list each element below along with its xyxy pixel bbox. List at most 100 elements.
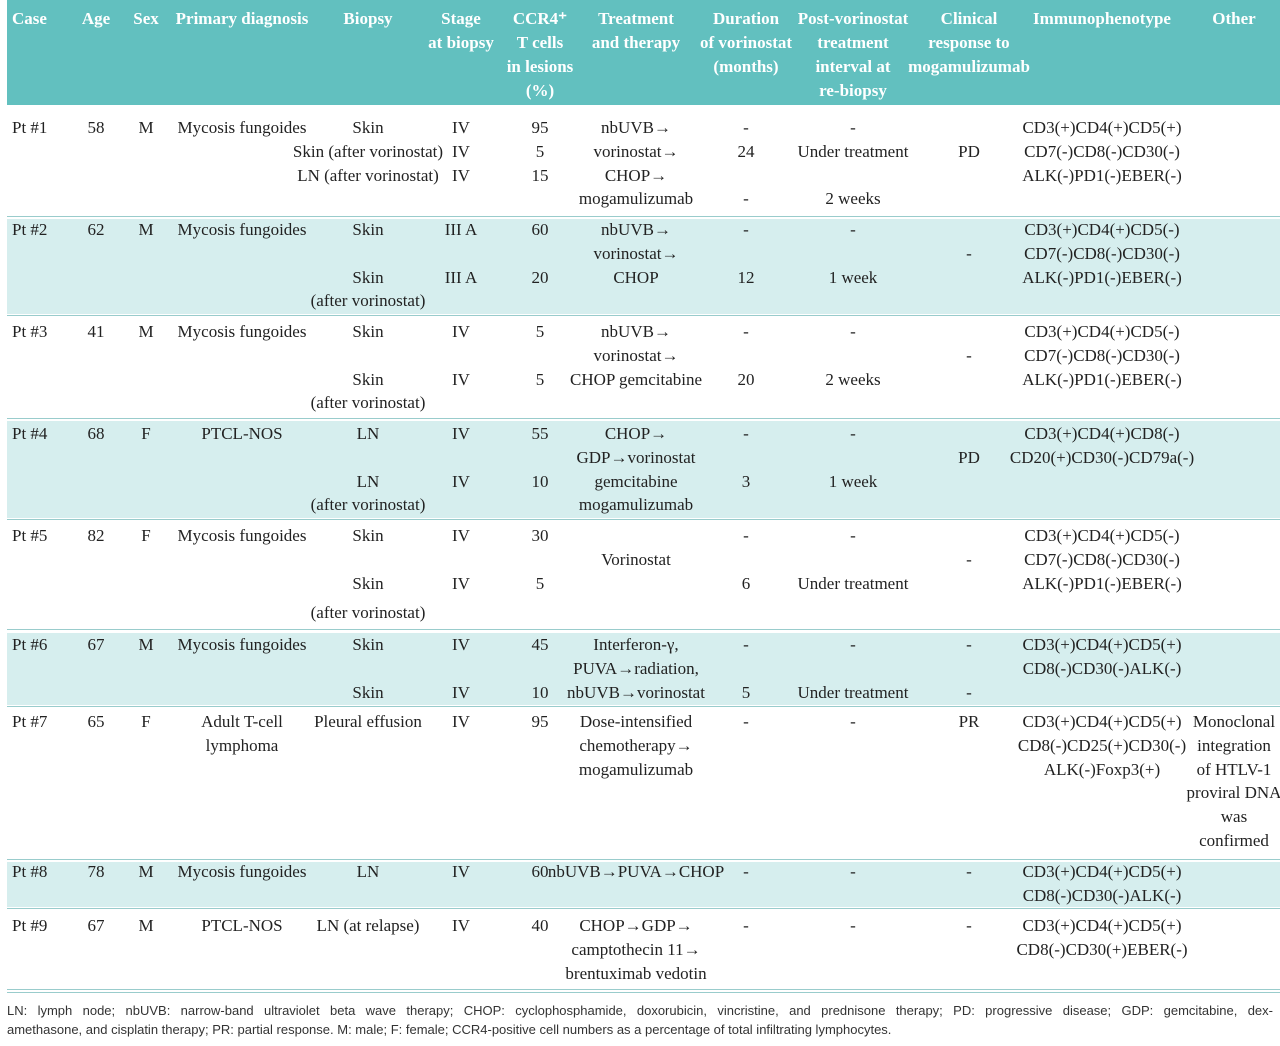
ccr4-cell: 10 xyxy=(531,471,549,491)
sex-cell: M xyxy=(138,220,154,239)
treatment-cell: mogamulizumab xyxy=(578,759,694,779)
header-cell: response to xyxy=(928,33,1010,52)
treatment-cell: mogamulizumab xyxy=(578,189,694,209)
immunophenotype-cell: CD3(+)CD4(+)CD5(+) xyxy=(1022,118,1182,137)
treatment-cell: GDP→vorinostat xyxy=(576,447,696,467)
interval-cell: 2 weeks xyxy=(825,369,881,389)
ccr4-cell: 5 xyxy=(535,369,545,389)
interval-cell: Under treatment xyxy=(797,682,909,702)
immunophenotype-cell: CD3(+)CD4(+)CD5(+) xyxy=(1022,635,1182,654)
row-shade xyxy=(7,219,1280,314)
duration-cell: - xyxy=(743,322,749,341)
stage-cell: III A xyxy=(444,220,478,239)
sex-cell: F xyxy=(141,424,151,443)
duration-cell: - xyxy=(743,916,749,935)
header-cell: Post-vorinostat xyxy=(797,9,909,28)
sex-cell: F xyxy=(141,712,151,731)
response-cell: PR xyxy=(958,712,980,731)
ccr4-cell: 5 xyxy=(535,573,545,593)
diagnosis-cell: PTCL-NOS xyxy=(201,916,283,935)
biopsy-cell: LN xyxy=(356,862,380,881)
header-cell: Clinical xyxy=(940,9,998,28)
stage-cell: IV xyxy=(452,682,470,702)
header-cell: CCR4⁺ xyxy=(512,9,568,28)
other-cell: was xyxy=(1220,807,1248,827)
header-band xyxy=(7,0,1280,105)
sex-cell: M xyxy=(138,916,154,935)
sex-cell: M xyxy=(138,322,154,341)
interval-cell: Under treatment xyxy=(797,141,909,161)
header-cell: re-biopsy xyxy=(819,81,887,100)
interval-cell: - xyxy=(850,424,856,443)
response-cell: - xyxy=(966,635,972,654)
treatment-cell: gemcitabine xyxy=(594,471,678,491)
stage-cell: IV xyxy=(452,165,470,185)
immunophenotype-cell: CD8(-)CD30(-)ALK(-) xyxy=(1022,658,1182,678)
biopsy-cell: Skin xyxy=(352,267,384,287)
row-rule xyxy=(7,216,1280,217)
interval-cell: - xyxy=(850,635,856,654)
stage-cell: IV xyxy=(452,635,470,654)
duration-cell: - xyxy=(743,424,749,443)
header-cell: (months) xyxy=(713,57,779,76)
biopsy-cell: Skin xyxy=(352,635,384,654)
duration-cell: 24 xyxy=(737,141,755,161)
header-cell: Other xyxy=(1212,9,1256,28)
diagnosis-cell: Mycosis fungoides xyxy=(177,862,307,881)
treatment-cell: vorinostat→ xyxy=(593,141,679,161)
age-cell: 68 xyxy=(87,424,105,443)
response-cell: PD xyxy=(958,447,980,467)
stage-cell: III A xyxy=(444,267,478,287)
sex-cell: F xyxy=(141,526,151,545)
ccr4-cell: 30 xyxy=(531,526,549,545)
row-rule xyxy=(7,629,1280,630)
header-cell: Stage xyxy=(441,9,481,28)
immunophenotype-cell: CD7(-)CD8(-)CD30(-) xyxy=(1024,549,1180,569)
treatment-cell: CHOP xyxy=(613,267,659,287)
immunophenotype-cell: CD3(+)CD4(+)CD5(+) xyxy=(1022,862,1182,881)
header-cell: of vorinostat xyxy=(699,33,793,52)
stage-cell: IV xyxy=(452,573,470,593)
stage-cell: IV xyxy=(452,118,470,137)
interval-cell: - xyxy=(850,118,856,137)
biopsy-cell: (after vorinostat) xyxy=(310,291,426,311)
biopsy-cell: (after vorinostat) xyxy=(310,393,426,413)
stage-cell: IV xyxy=(452,141,470,161)
diagnosis-cell: lymphoma xyxy=(205,735,279,755)
stage-cell: IV xyxy=(452,322,470,341)
duration-cell: - xyxy=(743,635,749,654)
case-cell: Pt #6 xyxy=(12,635,48,654)
other-cell: Monoclonal xyxy=(1192,712,1276,731)
age-cell: 58 xyxy=(87,118,105,137)
header-cell: (%) xyxy=(525,81,555,100)
diagnosis-cell: Mycosis fungoides xyxy=(177,526,307,545)
duration-cell: 3 xyxy=(741,471,751,491)
header-cell: mogamulizumab xyxy=(908,57,1030,76)
ccr4-cell: 20 xyxy=(531,267,549,287)
interval-cell: 1 week xyxy=(828,267,878,287)
immunophenotype-cell: CD3(+)CD4(+)CD5(-) xyxy=(1024,220,1180,239)
row-rule xyxy=(7,519,1280,520)
diagnosis-cell: Adult T-cell xyxy=(201,712,283,731)
stage-cell: IV xyxy=(452,712,470,731)
interval-cell: - xyxy=(850,526,856,545)
case-cell: Pt #7 xyxy=(12,712,48,731)
biopsy-cell: (after vorinostat) xyxy=(310,495,426,515)
interval-cell: - xyxy=(850,862,856,881)
biopsy-cell: LN xyxy=(356,424,380,443)
biopsy-cell: Skin xyxy=(352,526,384,545)
header-cell: in lesions xyxy=(506,57,574,76)
footnote: amethasone, and cisplatin therapy; PR: p… xyxy=(7,1022,892,1037)
ccr4-cell: 15 xyxy=(531,165,549,185)
header-cell: Treatment xyxy=(598,9,674,28)
diagnosis-cell: Mycosis fungoides xyxy=(177,220,307,239)
header-cell: interval at xyxy=(815,57,891,76)
response-cell: PD xyxy=(958,141,980,161)
header-cell: Immunophenotype xyxy=(1033,9,1171,28)
immunophenotype-cell: CD7(-)CD8(-)CD30(-) xyxy=(1024,141,1180,161)
biopsy-cell: Skin xyxy=(352,118,384,137)
row-rule xyxy=(7,989,1280,990)
duration-cell: - xyxy=(743,189,749,209)
interval-cell: - xyxy=(850,220,856,239)
stage-cell: IV xyxy=(452,862,470,881)
